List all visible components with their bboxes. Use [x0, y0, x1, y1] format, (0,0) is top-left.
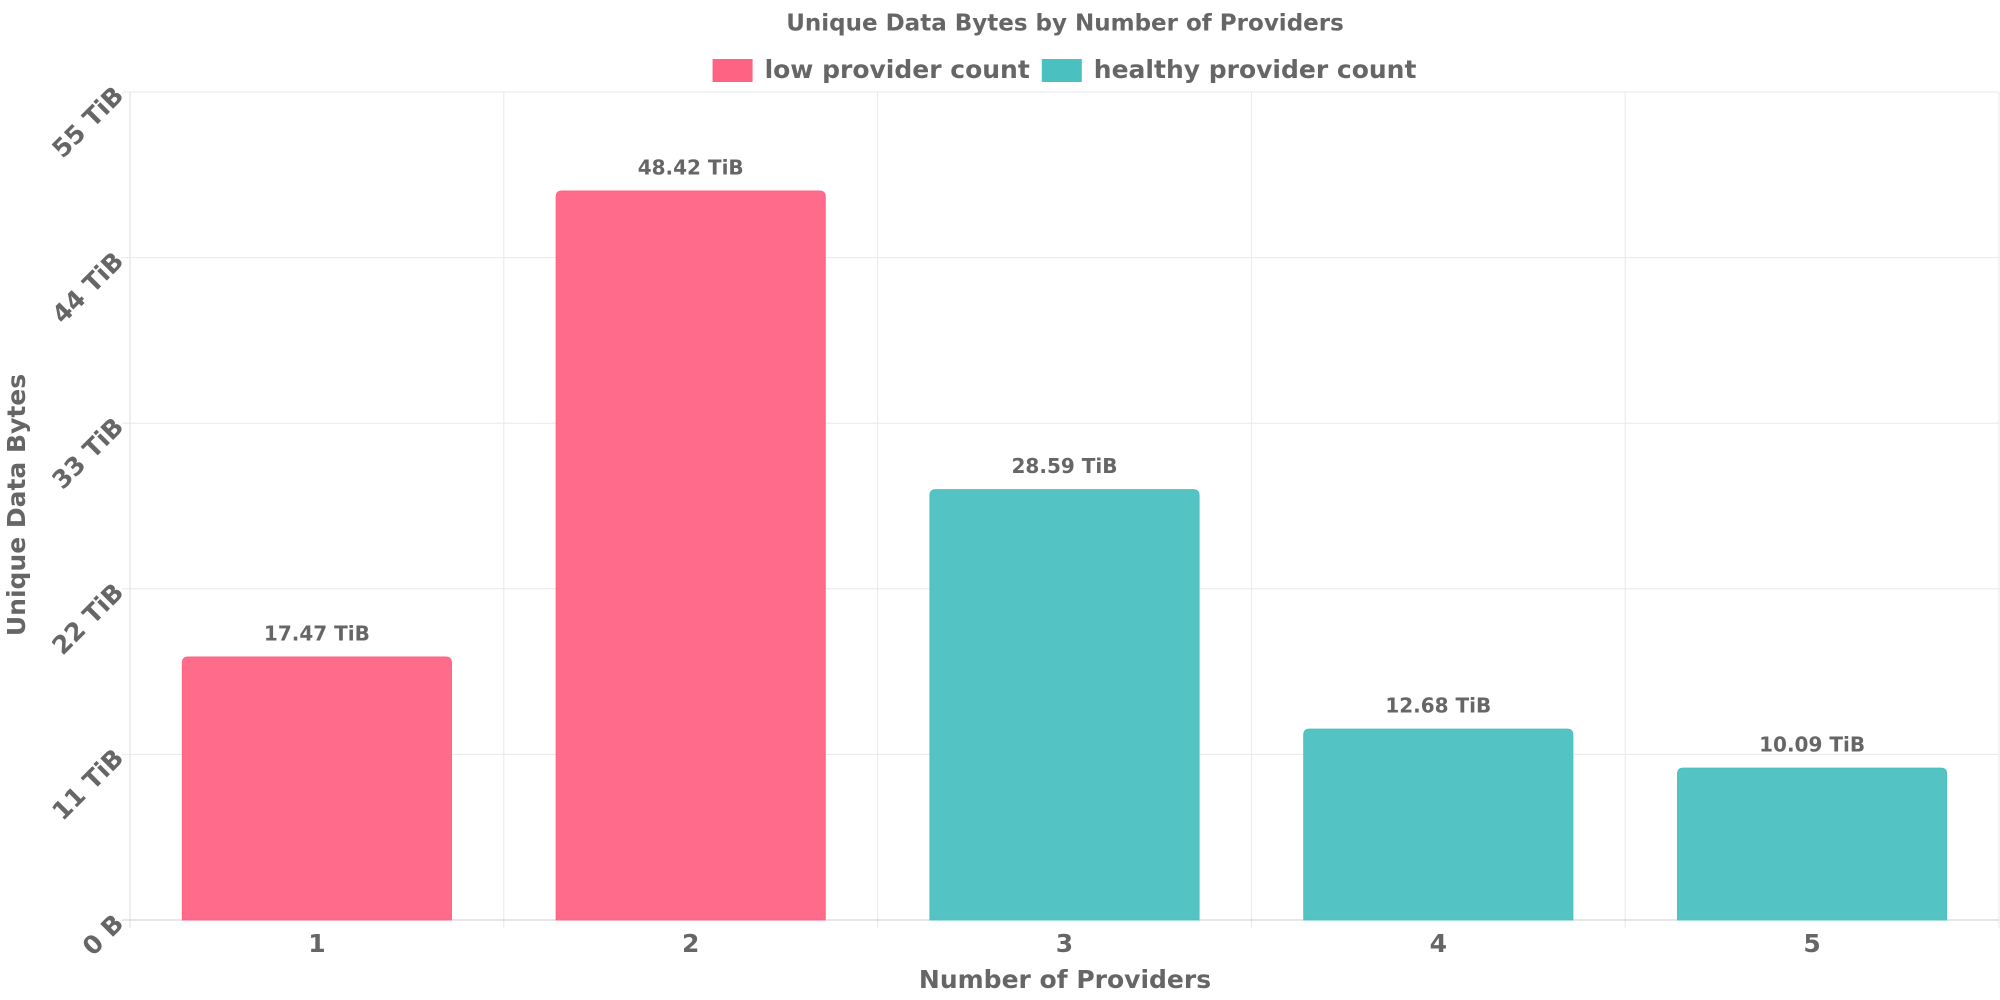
bar — [555, 190, 826, 921]
x-tick-label: 4 — [1430, 929, 1447, 958]
y-tick-label: 0 B — [77, 909, 129, 961]
x-tick-label: 1 — [308, 929, 325, 958]
bar — [1303, 728, 1574, 921]
legend-label: healthy provider count — [1094, 55, 1417, 84]
value-label: 28.59 TiB — [1012, 454, 1118, 478]
legend-label: low provider count — [765, 55, 1030, 84]
x-tick-label: 3 — [1056, 929, 1073, 958]
legend-swatch — [1041, 59, 1082, 82]
y-tick-label: 55 TiB — [46, 81, 129, 164]
bar — [181, 656, 452, 921]
y-tick-label: 33 TiB — [46, 412, 129, 495]
bar — [1677, 767, 1948, 921]
value-label: 48.42 TiB — [638, 156, 744, 180]
y-axis-title: Unique Data Bytes — [2, 374, 31, 636]
legend-swatch — [712, 59, 753, 82]
y-tick-label: 11 TiB — [46, 743, 129, 826]
x-axis-title: Number of Providers — [919, 965, 1211, 994]
y-tick-label: 44 TiB — [46, 246, 129, 329]
value-label: 17.47 TiB — [264, 621, 370, 645]
x-tick-label: 2 — [682, 929, 699, 958]
value-label: 10.09 TiB — [1759, 733, 1865, 757]
x-tick-label: 5 — [1803, 929, 1820, 958]
bar — [929, 489, 1200, 921]
y-tick-label: 22 TiB — [46, 577, 129, 660]
value-label: 12.68 TiB — [1385, 694, 1491, 718]
chart-title: Unique Data Bytes by Number of Providers — [786, 11, 1344, 37]
